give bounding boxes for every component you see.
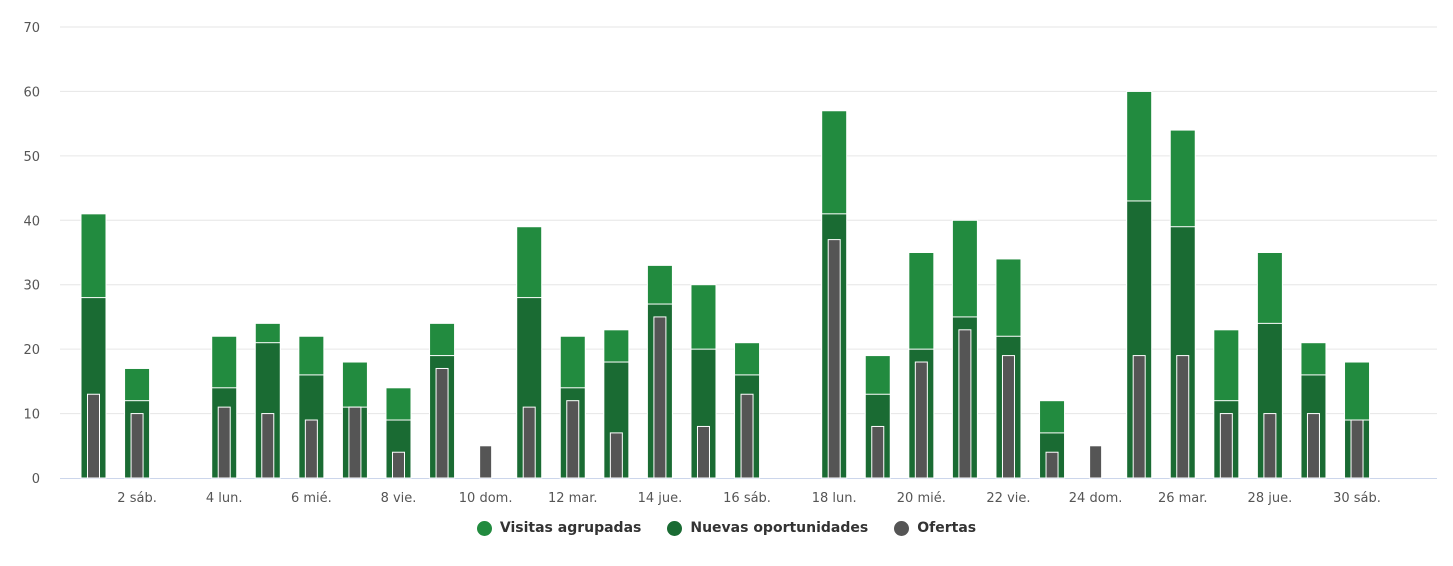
bars — [80, 90, 1371, 479]
x-tick-label: 18 lun. — [812, 491, 857, 506]
legend-label: Visitas agrupadas — [499, 520, 642, 536]
bar — [304, 419, 318, 479]
y-tick-label: 10 — [23, 408, 40, 423]
y-tick-label: 20 — [23, 343, 40, 358]
legend-item-nuevas-oportunidades[interactable]: Nuevas oportunidades — [667, 520, 868, 536]
bar-chart: 0 10 20 30 40 50 60 70 2 sáb. 4 lun. 6 mié. 8 vie.… — [23, 21, 1437, 506]
bar — [130, 413, 144, 479]
x-tick-label: 10 dom. — [459, 491, 513, 506]
x-tick-label: 8 vie. — [381, 491, 417, 506]
bar — [740, 393, 754, 479]
bar — [261, 413, 275, 479]
bar — [653, 316, 667, 479]
bar — [1219, 413, 1233, 479]
bar — [391, 451, 405, 479]
x-tick-label: 26 mar. — [1158, 491, 1208, 506]
bar — [217, 406, 231, 479]
bar — [958, 329, 972, 479]
x-axis-labels: 2 sáb. 4 lun. 6 mié. 8 vie. 10 dom. 12 mar. 14… — [117, 491, 1381, 506]
y-tick-label: 60 — [23, 85, 40, 100]
bar — [1350, 419, 1364, 479]
x-tick-label: 20 mié. — [897, 491, 946, 506]
bar — [566, 400, 580, 479]
y-tick-label: 70 — [23, 21, 40, 36]
x-tick-label: 28 jue. — [1248, 491, 1293, 506]
legend-item-ofertas[interactable]: Ofertas — [894, 520, 976, 536]
x-tick-label: 16 sáb. — [723, 491, 771, 506]
legend-label: Nuevas oportunidades — [690, 520, 869, 536]
x-tick-label: 24 dom. — [1069, 491, 1123, 506]
bar — [914, 361, 928, 479]
y-tick-label: 30 — [23, 279, 40, 294]
bar — [1045, 451, 1059, 479]
legend-dot-icon — [894, 520, 910, 536]
bar — [696, 425, 710, 479]
bar — [348, 406, 362, 479]
x-tick-label: 22 vie. — [986, 491, 1030, 506]
grid-lines — [60, 26, 1437, 479]
bar — [871, 425, 885, 479]
y-tick-label: 40 — [23, 214, 40, 229]
bar — [1176, 355, 1190, 479]
x-tick-label: 6 mié. — [291, 491, 332, 506]
y-tick-label: 50 — [23, 150, 40, 165]
legend-dot-icon — [476, 520, 492, 536]
y-axis-labels: 0 10 20 30 40 50 60 70 — [23, 21, 40, 487]
legend-label: Ofertas — [917, 520, 977, 536]
bar — [87, 393, 100, 479]
legend: Visitas agrupadas Nuevas oportunidades O… — [0, 520, 1453, 536]
bar — [522, 406, 536, 479]
x-tick-label: 4 lun. — [206, 491, 243, 506]
x-tick-label: 12 mar. — [548, 491, 598, 506]
legend-dot-icon — [667, 520, 683, 536]
bar — [1089, 445, 1103, 479]
bar — [435, 367, 449, 479]
bar — [609, 432, 623, 479]
bar — [827, 239, 841, 479]
bar — [1132, 355, 1146, 479]
bar — [1001, 355, 1015, 479]
bar — [479, 445, 493, 479]
bar — [1263, 413, 1277, 479]
x-tick-label: 14 jue. — [638, 491, 683, 506]
x-tick-label: 30 sáb. — [1333, 491, 1381, 506]
x-tick-label: 2 sáb. — [117, 491, 157, 506]
bar — [1306, 413, 1320, 479]
y-tick-label: 0 — [32, 472, 40, 487]
legend-item-visitas-agrupadas[interactable]: Visitas agrupadas — [476, 520, 642, 536]
